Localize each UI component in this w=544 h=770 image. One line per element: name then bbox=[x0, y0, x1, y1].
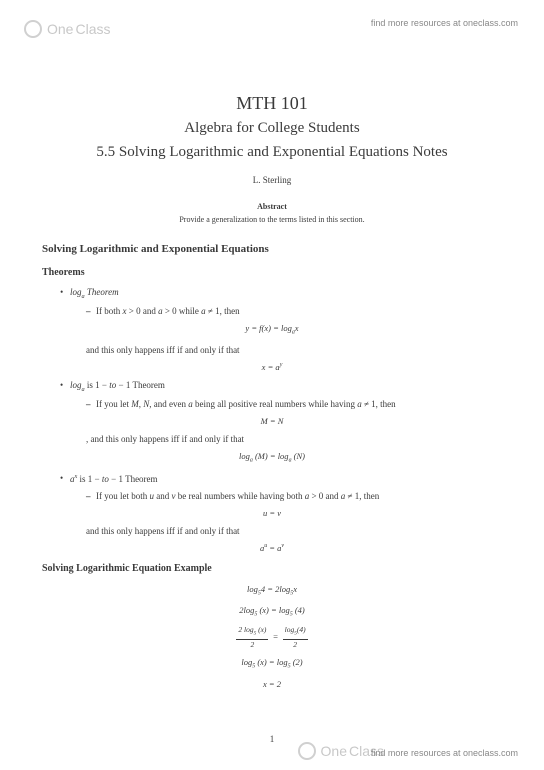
theorem3-premise: If you let both u and v be real numbers … bbox=[86, 490, 502, 503]
example-line2: 2log5 (x) = log5 (4) bbox=[42, 604, 502, 619]
resources-link-top[interactable]: find more resources at oneclass.com bbox=[371, 18, 518, 28]
resources-link-bottom[interactable]: find more resources at oneclass.com bbox=[371, 748, 518, 758]
theorem2-eq2: loga (M) = loga (N) bbox=[42, 450, 502, 465]
example-heading: Solving Logarithmic Equation Example bbox=[42, 562, 502, 577]
course-title: Algebra for College Students bbox=[42, 118, 502, 140]
example-line4: log5 (x) = log5 (2) bbox=[42, 656, 502, 671]
logo-top: OneClass bbox=[24, 20, 110, 38]
theorem1-name: loga Theorem bbox=[60, 286, 502, 301]
theorem2-mid: , and this only happens iff if and only … bbox=[86, 433, 502, 446]
title-block: MTH 101 Algebra for College Students 5.5… bbox=[42, 90, 502, 187]
example-line1: log54 = 2log5x bbox=[42, 583, 502, 598]
theorem1-premise: If both x > 0 and a > 0 while a ≠ 1, the… bbox=[86, 305, 502, 318]
theorem3-mid: and this only happens iff if and only if… bbox=[86, 525, 502, 538]
course-code: MTH 101 bbox=[42, 90, 502, 116]
theorem1-eq2: x = ay bbox=[42, 361, 502, 373]
theorem1-eq1: y = f(x) = logax bbox=[42, 322, 502, 337]
document-body: MTH 101 Algebra for College Students 5.5… bbox=[42, 90, 502, 690]
theorem3-name: ax is 1 − to − 1 Theorem bbox=[60, 472, 502, 486]
logo-ring-icon bbox=[298, 742, 316, 760]
theorem2-eq1: M = N bbox=[42, 415, 502, 427]
abstract-heading: Abstract bbox=[42, 201, 502, 213]
author: L. Sterling bbox=[42, 174, 502, 187]
brand-right: Class bbox=[75, 21, 110, 37]
section-title: 5.5 Solving Logarithmic and Exponential … bbox=[42, 142, 502, 164]
brand-left: One bbox=[321, 743, 347, 759]
theorem3-eq1: u = v bbox=[42, 507, 502, 519]
theorems-heading: Theorems bbox=[42, 266, 502, 281]
main-heading: Solving Logarithmic and Exponential Equa… bbox=[42, 242, 502, 258]
theorem3-eq2: au = av bbox=[42, 542, 502, 554]
abstract-text: Provide a generalization to the terms li… bbox=[42, 214, 502, 226]
theorem2-name: loga is 1 − to − 1 Theorem bbox=[60, 379, 502, 394]
logo-ring-icon bbox=[24, 20, 42, 38]
brand-left: One bbox=[47, 21, 73, 37]
page-number: 1 bbox=[270, 734, 275, 744]
example-line3: 2 log5 (x)2 = log5(4)2 bbox=[42, 625, 502, 650]
theorem1-mid: and this only happens iff if and only if… bbox=[86, 344, 502, 357]
theorem2-premise: If you let M, N, and even a being all po… bbox=[86, 398, 502, 411]
example-line5: x = 2 bbox=[42, 678, 502, 690]
